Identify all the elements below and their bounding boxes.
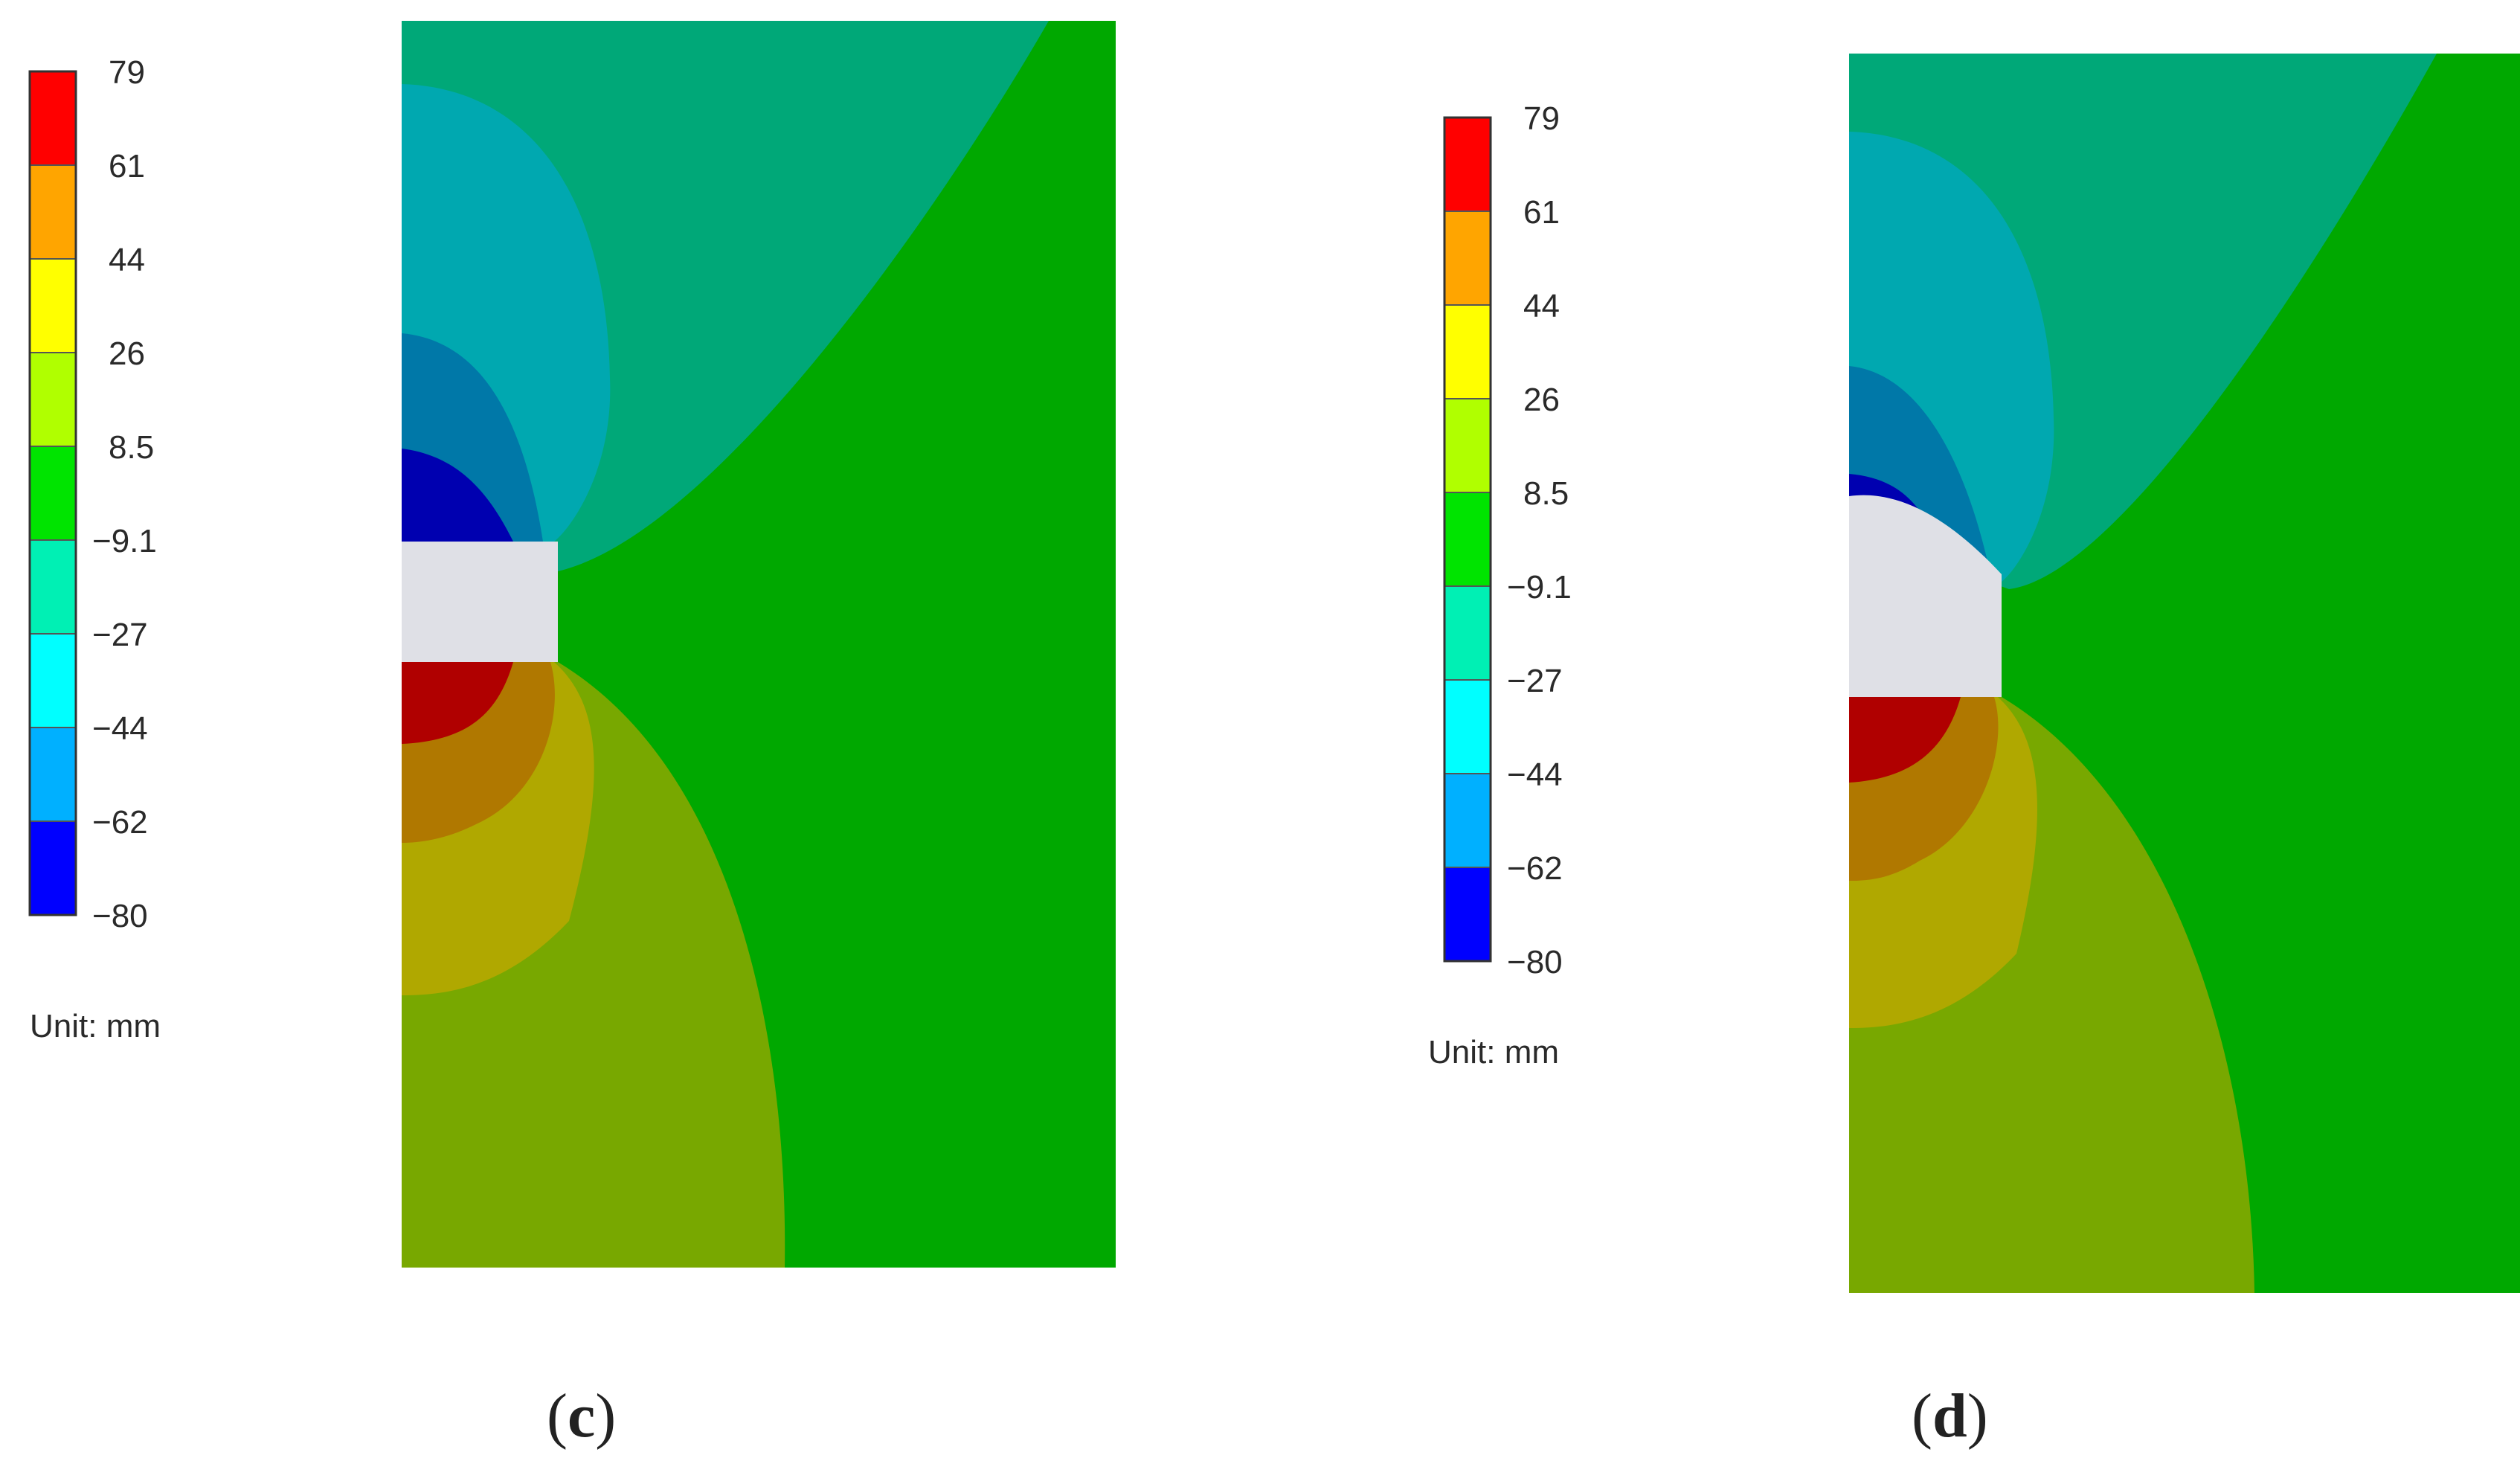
panel-label-c: (c) bbox=[547, 1380, 616, 1452]
unit-label-c: Unit: mm bbox=[30, 1008, 161, 1044]
panel-label-c-close: ) bbox=[595, 1381, 617, 1451]
panel-label-d-close: ) bbox=[1967, 1381, 1988, 1451]
legend-band bbox=[1444, 117, 1491, 212]
panel-label-d-letter: d bbox=[1932, 1381, 1967, 1451]
legend-level-label: −9.1 bbox=[1507, 569, 1572, 606]
red-lobe-region bbox=[402, 662, 513, 744]
legend-outline bbox=[28, 70, 77, 916]
legend-band bbox=[29, 446, 77, 541]
deep-blue-region bbox=[402, 449, 513, 542]
legend-band bbox=[1444, 492, 1491, 587]
legend-level-label: 79 bbox=[109, 54, 145, 91]
legend-band bbox=[1444, 304, 1491, 399]
legend-outline bbox=[1443, 116, 1492, 963]
legend-level-label: −62 bbox=[1507, 850, 1563, 887]
legend-level-label: 26 bbox=[109, 335, 145, 372]
unit-label-d: Unit: mm bbox=[1428, 1034, 1559, 1070]
panel-label-c-open: ( bbox=[547, 1381, 568, 1451]
legend-d: 79 61 44 26 8.5 −9.1 −27 −44 −62 −80 bbox=[1443, 100, 1572, 980]
legend-level-label: 8.5 bbox=[1523, 475, 1569, 512]
legend-c: 79 61 44 26 8.5 −9.1 −27 −44 −62 −80 bbox=[28, 54, 157, 934]
legend-band bbox=[29, 258, 77, 353]
cavity bbox=[402, 542, 558, 662]
red-lobe-region bbox=[1849, 697, 1961, 783]
legend-band bbox=[1444, 585, 1491, 681]
legend-level-label: −62 bbox=[92, 804, 148, 841]
panel-label-d-open: ( bbox=[1912, 1381, 1932, 1451]
cavity bbox=[1849, 495, 2002, 697]
legend-level-label: −27 bbox=[92, 617, 148, 653]
legend-band bbox=[1444, 679, 1491, 774]
legend-band bbox=[1444, 398, 1491, 493]
legend-band bbox=[1444, 773, 1491, 868]
legend-level-label: 8.5 bbox=[109, 429, 154, 466]
legend-level-label: 61 bbox=[1523, 194, 1560, 231]
legend-band bbox=[29, 71, 77, 166]
legend-level-label: −44 bbox=[1507, 757, 1563, 793]
legend-level-label: 26 bbox=[1523, 382, 1560, 418]
legend-band bbox=[1444, 211, 1491, 306]
legend-level-label: 61 bbox=[109, 148, 145, 184]
legend-band bbox=[29, 633, 77, 728]
legend-level-label: 44 bbox=[109, 242, 145, 278]
legend-band bbox=[1444, 867, 1491, 962]
legend-level-label: 79 bbox=[1523, 100, 1560, 137]
contour-plot-d bbox=[1849, 54, 2520, 1293]
legend-band bbox=[29, 539, 77, 635]
legend-level-label: −9.1 bbox=[92, 523, 157, 559]
legend-band bbox=[29, 727, 77, 822]
panel-label-c-letter: c bbox=[567, 1381, 596, 1451]
panel-label-d: (d) bbox=[1912, 1380, 1988, 1452]
legend-level-label: −80 bbox=[92, 898, 148, 934]
legend-band bbox=[29, 164, 77, 260]
legend-level-label: −27 bbox=[1507, 663, 1563, 699]
legend-level-label: −80 bbox=[1507, 944, 1563, 980]
legend-level-label: 44 bbox=[1523, 288, 1560, 324]
legend-band bbox=[29, 352, 77, 447]
contour-plot-c bbox=[402, 21, 1116, 1268]
legend-band bbox=[29, 820, 77, 916]
legend-level-label: −44 bbox=[92, 710, 148, 747]
